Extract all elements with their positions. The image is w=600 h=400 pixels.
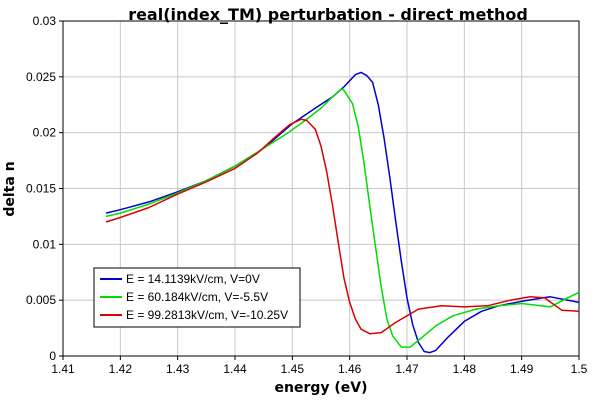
series-line-3 xyxy=(105,118,580,335)
legend-label-3: E = 99.2813kV/cm, V=-10.25V xyxy=(126,308,288,322)
y-axis-ticks: 0 0.005 0.01 0.015 0.02 0.025 0.03 xyxy=(26,14,63,363)
legend: E = 14.1139kV/cm, V=0V E = 60.184kV/cm, V… xyxy=(93,267,301,328)
x-tick-label: 1.41 xyxy=(51,362,75,376)
y-axis-label: delta n xyxy=(2,161,18,216)
y-tick-label: 0.015 xyxy=(26,182,56,196)
y-tick-label: 0.005 xyxy=(26,293,56,307)
x-axis-label: energy (eV) xyxy=(274,380,367,396)
legend-box xyxy=(93,267,301,328)
series-group xyxy=(105,71,580,354)
x-tick-label: 1.47 xyxy=(395,362,419,376)
x-tick-label: 1.43 xyxy=(166,362,190,376)
legend-label-1: E = 14.1139kV/cm, V=0V xyxy=(126,272,260,286)
y-tick-label: 0.025 xyxy=(26,70,56,84)
x-tick-label: 1.49 xyxy=(510,362,534,376)
legend-label-2: E = 60.184kV/cm, V=-5.5V xyxy=(126,290,268,304)
x-tick-label: 1.44 xyxy=(223,362,247,376)
x-tick-label: 1.42 xyxy=(109,362,133,376)
y-tick-label: 0 xyxy=(49,349,56,363)
x-tick-label: 1.5 xyxy=(571,362,588,376)
x-tick-label: 1.46 xyxy=(338,362,362,376)
x-tick-label: 1.45 xyxy=(281,362,305,376)
y-tick-label: 0.01 xyxy=(33,237,57,251)
x-axis-ticks: 1.41 1.42 1.43 1.44 1.45 1.46 1.47 1.48 1.49 1.5 xyxy=(51,356,588,376)
chart-title: real(index_TM) perturbation - direct met… xyxy=(128,5,528,24)
y-tick-label: 0.03 xyxy=(33,14,57,28)
y-tick-label: 0.02 xyxy=(33,126,57,140)
x-tick-label: 1.48 xyxy=(453,362,477,376)
series-line-2 xyxy=(105,88,580,348)
